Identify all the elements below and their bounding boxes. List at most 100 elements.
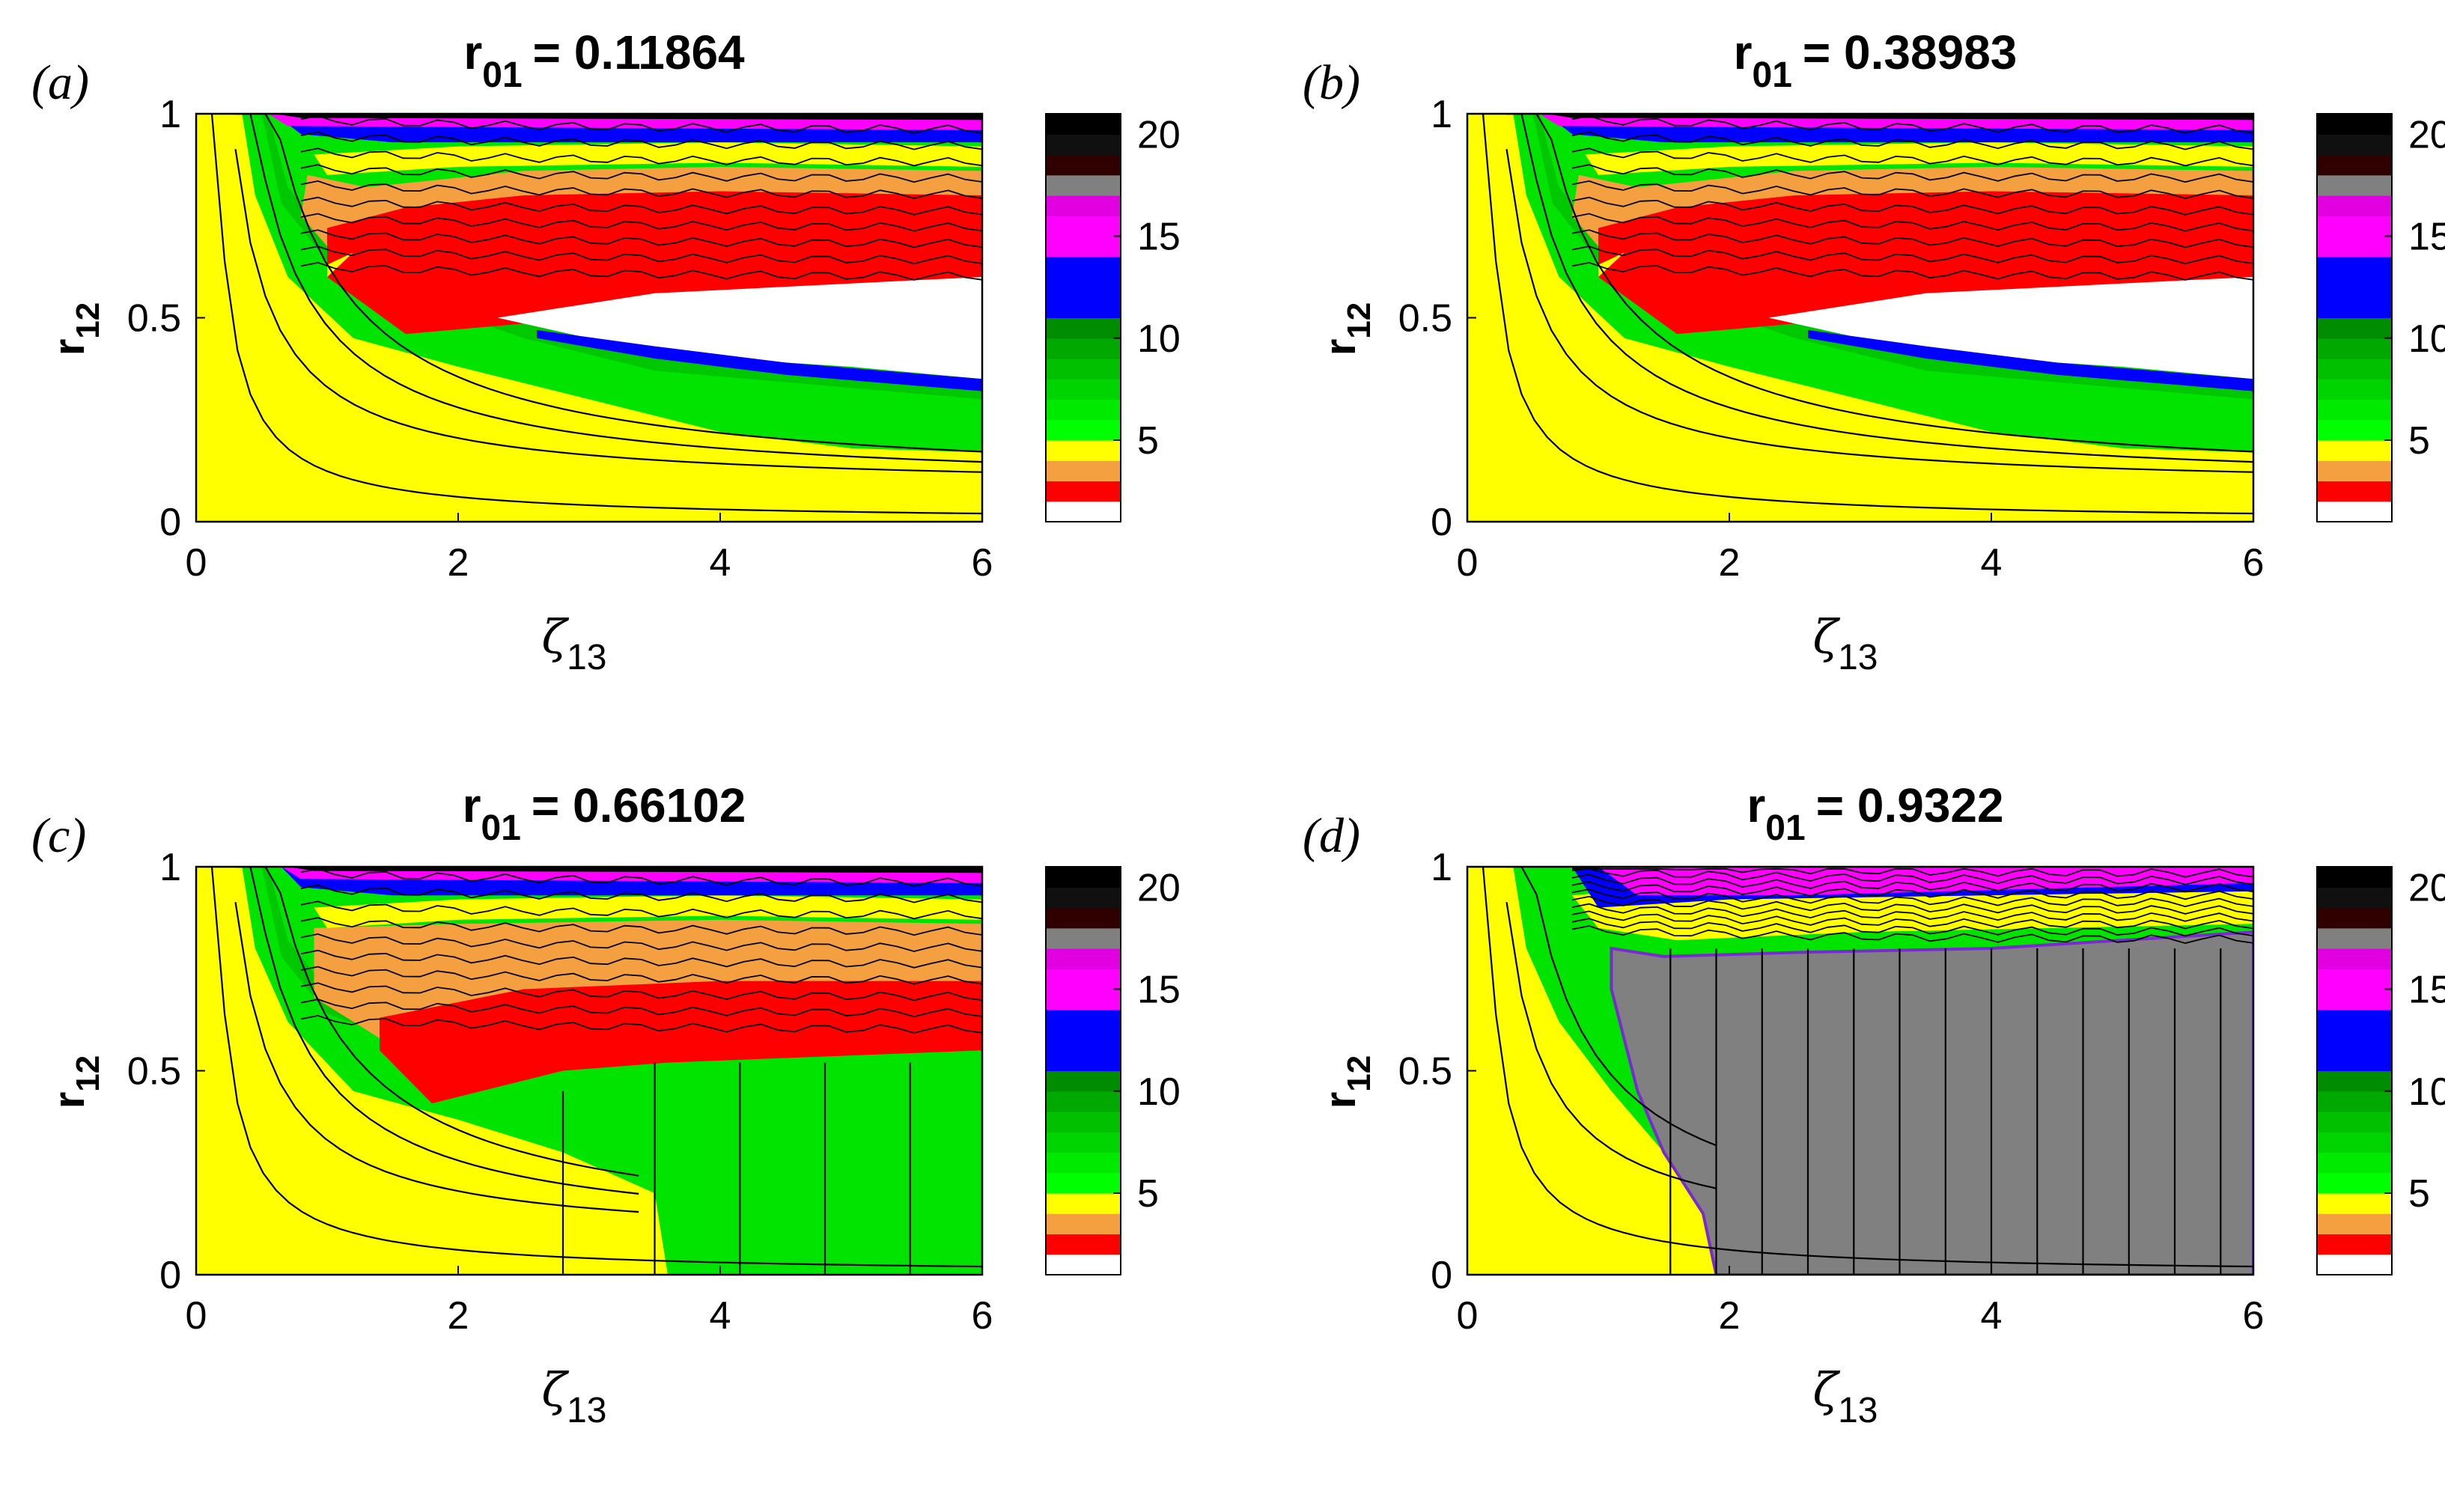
colorbar-segment	[1046, 1009, 1121, 1031]
contour-line	[300, 917, 982, 936]
panel-label: (c)	[31, 808, 86, 863]
region-blue	[537, 329, 982, 391]
colorbar-segment	[1046, 195, 1121, 216]
contour-line	[300, 229, 982, 249]
y-tick-label: 0	[159, 501, 181, 544]
colorbar-segment	[1046, 277, 1121, 298]
colorbar-segment	[1046, 1070, 1121, 1092]
colorbar-segment	[2317, 501, 2392, 522]
colorbar-segment	[2317, 460, 2392, 482]
colorbar-segment	[2317, 195, 2392, 216]
colorbar-segment	[1046, 907, 1121, 929]
colorbar-segment	[2317, 440, 2392, 461]
contour-line	[300, 933, 982, 952]
y-tick-label: 0	[159, 1254, 181, 1297]
colorbar-segment	[2317, 317, 2392, 339]
contour-line	[1571, 868, 2253, 885]
contour-line	[1571, 213, 2253, 232]
colorbar-segment	[2317, 1152, 2392, 1174]
contour-line	[300, 180, 982, 199]
colorbar-segment	[1046, 399, 1121, 421]
colorbar-tick-label: 15	[1137, 969, 1181, 1012]
y-tick-label: 0.5	[127, 297, 181, 341]
contour-line	[234, 902, 639, 1213]
contour-line	[1571, 229, 2253, 249]
contour-line	[1571, 164, 2253, 183]
colorbar-tick-label: 10	[2408, 1070, 2445, 1114]
chart-title: r01 = 0.9322	[1747, 778, 2003, 848]
y-axis-label: r12	[45, 1055, 106, 1109]
colorbar-segment	[1046, 1152, 1121, 1174]
y-tick-label: 1	[1431, 93, 1452, 136]
colorbar-segment	[2317, 969, 2392, 990]
contour-line	[300, 884, 982, 903]
contour-line	[1506, 114, 2253, 463]
contour-line	[1571, 903, 2253, 922]
colorbar-segment	[2317, 174, 2392, 196]
colorbar-tick-label: 10	[1137, 317, 1181, 361]
contour-line	[300, 261, 982, 281]
contour-line	[235, 867, 639, 1177]
x-tick-label: 0	[186, 541, 207, 585]
colorbar-segment	[1046, 1030, 1121, 1051]
colorbar-segment	[2317, 134, 2392, 156]
contour-line	[1571, 131, 2253, 150]
x-tick-label: 2	[448, 1294, 469, 1338]
contour-line	[235, 114, 982, 453]
x-axis-label: ζ13	[542, 609, 607, 677]
x-tick-label: 2	[1719, 541, 1741, 585]
colorbar-segment	[2317, 236, 2392, 257]
contour-line	[300, 115, 982, 134]
colorbar-segment	[1046, 1213, 1121, 1235]
region-small	[327, 252, 353, 277]
colorbar-segment	[2317, 481, 2392, 502]
colorbar-segment	[2317, 1193, 2392, 1214]
colorbar-segment	[2317, 907, 2392, 929]
x-tick-label: 4	[1981, 541, 2003, 585]
colorbar-segment	[2317, 867, 2392, 888]
x-tick-label: 4	[1981, 1294, 2003, 1338]
colorbar-tick-label: 15	[2408, 216, 2445, 259]
contour-line	[1506, 867, 1717, 1147]
plot-area	[1467, 114, 2253, 522]
colorbar-segment	[2317, 927, 2392, 949]
colorbar-segment	[1046, 154, 1121, 176]
contour-line	[300, 246, 982, 265]
colorbar-segment	[2317, 297, 2392, 319]
contour-line	[1571, 925, 2253, 945]
colorbar-segment	[2317, 1254, 2392, 1275]
colorbar-segment	[1046, 338, 1121, 359]
colorbar-segment	[2317, 1050, 2392, 1072]
contour-line	[1571, 881, 2253, 900]
colorbar-segment	[1046, 1234, 1121, 1255]
y-tick-label: 1	[159, 846, 181, 889]
contour-line	[1571, 147, 2253, 167]
panel-label: (d)	[1303, 808, 1360, 863]
contour-line	[300, 131, 982, 150]
colorbar-segment	[2317, 1132, 2392, 1153]
region-black-top	[287, 867, 982, 874]
contour-line	[1571, 261, 2253, 281]
colorbar-segment	[1046, 1172, 1121, 1194]
colorbar-segment	[1046, 460, 1121, 482]
colorbar-segment	[2317, 379, 2392, 400]
x-tick-label: 2	[1719, 1294, 1741, 1338]
colorbar-segment	[2317, 419, 2392, 441]
colorbar-segment	[2317, 338, 2392, 359]
colorbar-segment	[1046, 948, 1121, 969]
contour-line	[300, 966, 982, 985]
y-tick-label: 0.5	[127, 1050, 181, 1094]
panel-b: 0 2 4 6 0 0.5 1 ζ13 r12 r01 = 0.38983 (b) 5 10 15 20	[1303, 25, 2445, 677]
colorbar-tick-label: 10	[2408, 317, 2445, 361]
region-yellow-band	[1585, 142, 2253, 175]
colorbar-segment	[2317, 1091, 2392, 1112]
x-tick-label: 6	[972, 541, 993, 585]
plot-area	[196, 114, 982, 522]
colorbar-tick-label: 10	[1137, 1070, 1181, 1114]
chart-title: r01 = 0.38983	[1734, 25, 2018, 95]
colorbar-segment	[2317, 1172, 2392, 1194]
contour-line	[300, 900, 982, 920]
colorbar-segment	[2317, 216, 2392, 237]
colorbar-tick-label: 5	[2408, 1172, 2430, 1216]
colorbar-frame	[1045, 113, 1121, 522]
